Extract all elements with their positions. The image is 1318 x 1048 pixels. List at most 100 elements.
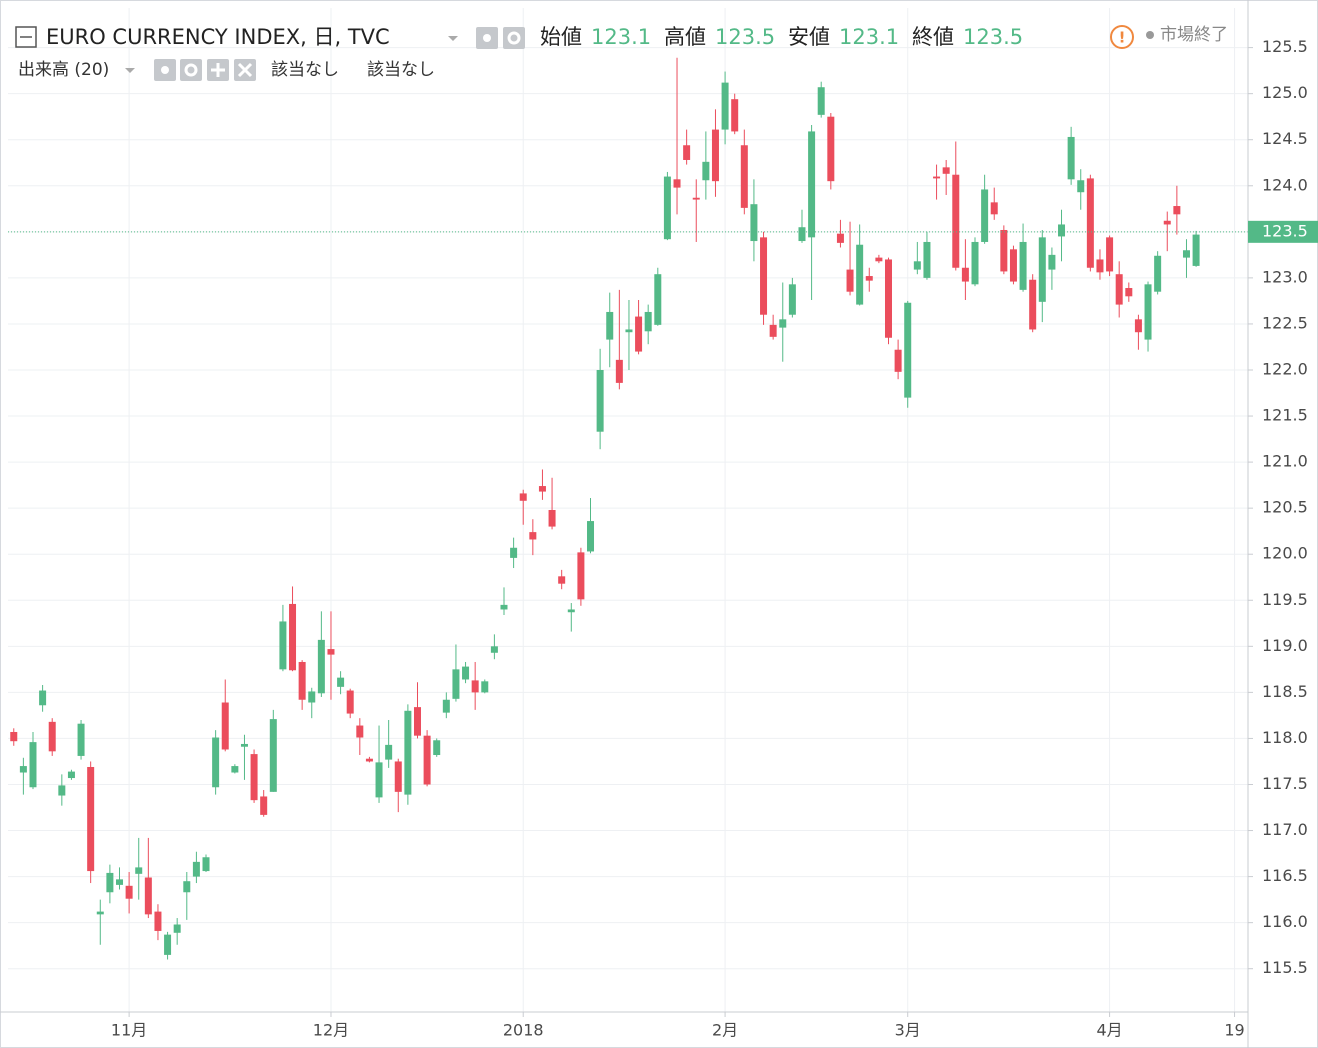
candle-body bbox=[769, 324, 777, 337]
candle-body bbox=[875, 257, 883, 262]
y-tick-label: 117.5 bbox=[1262, 774, 1308, 793]
candle-body bbox=[856, 244, 864, 305]
y-tick-label: 121.5 bbox=[1262, 406, 1308, 425]
candle-body bbox=[1058, 224, 1066, 237]
settings-icon[interactable] bbox=[180, 59, 202, 81]
candle-body bbox=[538, 486, 546, 492]
candle-body bbox=[192, 861, 200, 877]
candle-body bbox=[452, 669, 460, 699]
candle-body bbox=[1067, 136, 1075, 180]
candle-body bbox=[1048, 254, 1056, 270]
candle-body bbox=[442, 699, 450, 713]
candle-body bbox=[87, 766, 95, 872]
candle-body bbox=[836, 233, 844, 243]
x-tick-label: 2018 bbox=[503, 1021, 544, 1040]
candle-body bbox=[942, 167, 950, 174]
candle-body bbox=[808, 131, 816, 238]
y-tick-label: 118.5 bbox=[1262, 682, 1308, 701]
axes: 115.5 116.0 116.5 117.0 117.5 118.0 118.5 119.0… bbox=[111, 37, 1318, 1040]
candle-body bbox=[587, 521, 595, 552]
candle-body bbox=[500, 604, 508, 610]
candle-body bbox=[1038, 237, 1046, 302]
candle-body bbox=[1182, 250, 1190, 258]
volume-value: 該当なし bbox=[367, 60, 435, 80]
y-tick-label: 121.0 bbox=[1262, 452, 1308, 471]
candle-body bbox=[1154, 255, 1162, 292]
candle-body bbox=[1096, 259, 1104, 273]
candle-body bbox=[596, 369, 604, 432]
candle-body bbox=[865, 276, 873, 281]
candle-body bbox=[481, 681, 489, 693]
candle-body bbox=[779, 319, 787, 328]
candle-body bbox=[462, 666, 470, 680]
y-tick-label: 120.5 bbox=[1262, 498, 1308, 517]
y-tick-label: 122.0 bbox=[1262, 359, 1308, 378]
candle-body bbox=[933, 176, 941, 179]
candle-body bbox=[125, 885, 133, 899]
candle-body bbox=[77, 723, 85, 756]
ohlc-value: 123.1 bbox=[591, 25, 651, 49]
candle-body bbox=[1163, 220, 1171, 225]
candle-body bbox=[10, 731, 18, 742]
candle-body bbox=[471, 680, 479, 693]
candle-body bbox=[846, 269, 854, 292]
candle-body bbox=[683, 145, 691, 160]
y-tick-label: 115.5 bbox=[1262, 958, 1308, 977]
candle-body bbox=[894, 349, 902, 372]
dropdown-arrow[interactable] bbox=[125, 68, 135, 73]
candle-body bbox=[1019, 241, 1027, 290]
candle-body bbox=[740, 145, 748, 208]
x-tick-label: 11月 bbox=[111, 1021, 147, 1040]
candle-body bbox=[19, 766, 27, 773]
candle-body bbox=[96, 911, 104, 915]
y-tick-label: 116.0 bbox=[1262, 912, 1308, 931]
candle-body bbox=[923, 241, 931, 278]
candle-body bbox=[904, 302, 912, 398]
candle-body bbox=[1029, 279, 1037, 330]
candle-body bbox=[394, 761, 402, 792]
remove-icon-x bbox=[237, 62, 253, 78]
candle-body bbox=[548, 510, 556, 527]
y-tick-label: 125.0 bbox=[1262, 83, 1308, 102]
y-tick-label: 116.5 bbox=[1262, 866, 1308, 885]
candle-body bbox=[1173, 206, 1181, 215]
candle-body bbox=[817, 87, 825, 115]
dropdown-arrow[interactable] bbox=[448, 36, 458, 41]
x-tick-label: 19 bbox=[1224, 1021, 1244, 1040]
candle-body bbox=[510, 547, 518, 558]
settings-icon-gear bbox=[507, 31, 521, 45]
y-tick-label: 124.5 bbox=[1262, 129, 1308, 148]
candle-body bbox=[260, 796, 268, 815]
last-price-label: 123.5 bbox=[1262, 221, 1308, 240]
eye-icon-pupil bbox=[161, 66, 169, 74]
add-icon-plus bbox=[211, 63, 225, 77]
settings-icon[interactable] bbox=[503, 27, 525, 49]
candle-body bbox=[654, 274, 662, 325]
ohlc-value: 123.5 bbox=[963, 25, 1023, 49]
candle-body bbox=[1115, 274, 1123, 305]
ohlc-label: 安値 bbox=[788, 25, 830, 49]
candle-body bbox=[750, 204, 758, 242]
candle-body bbox=[289, 603, 297, 671]
candle-body bbox=[116, 879, 124, 885]
candle-body bbox=[721, 82, 729, 130]
x-tick-label: 2月 bbox=[712, 1021, 738, 1040]
y-tick-label: 123.0 bbox=[1262, 267, 1308, 286]
candle-body bbox=[952, 174, 960, 268]
candle-body bbox=[413, 707, 421, 736]
candle-body bbox=[231, 766, 239, 773]
status-icon[interactable] bbox=[1110, 25, 1134, 49]
chart-title: EURO CURRENCY INDEX, 日, TVC bbox=[46, 25, 390, 49]
candle-body bbox=[711, 129, 719, 182]
candle-body bbox=[317, 639, 325, 694]
ohlc-label: 始値 bbox=[540, 25, 582, 49]
status-dot bbox=[1146, 31, 1154, 39]
candle-body bbox=[981, 189, 989, 242]
candle-body bbox=[29, 742, 37, 788]
candle-body bbox=[798, 227, 806, 242]
collapse-icon[interactable] bbox=[15, 26, 37, 48]
x-tick-label: 12月 bbox=[313, 1021, 349, 1040]
settings-icon-gear bbox=[184, 63, 198, 77]
y-tick-label: 120.0 bbox=[1262, 544, 1308, 563]
